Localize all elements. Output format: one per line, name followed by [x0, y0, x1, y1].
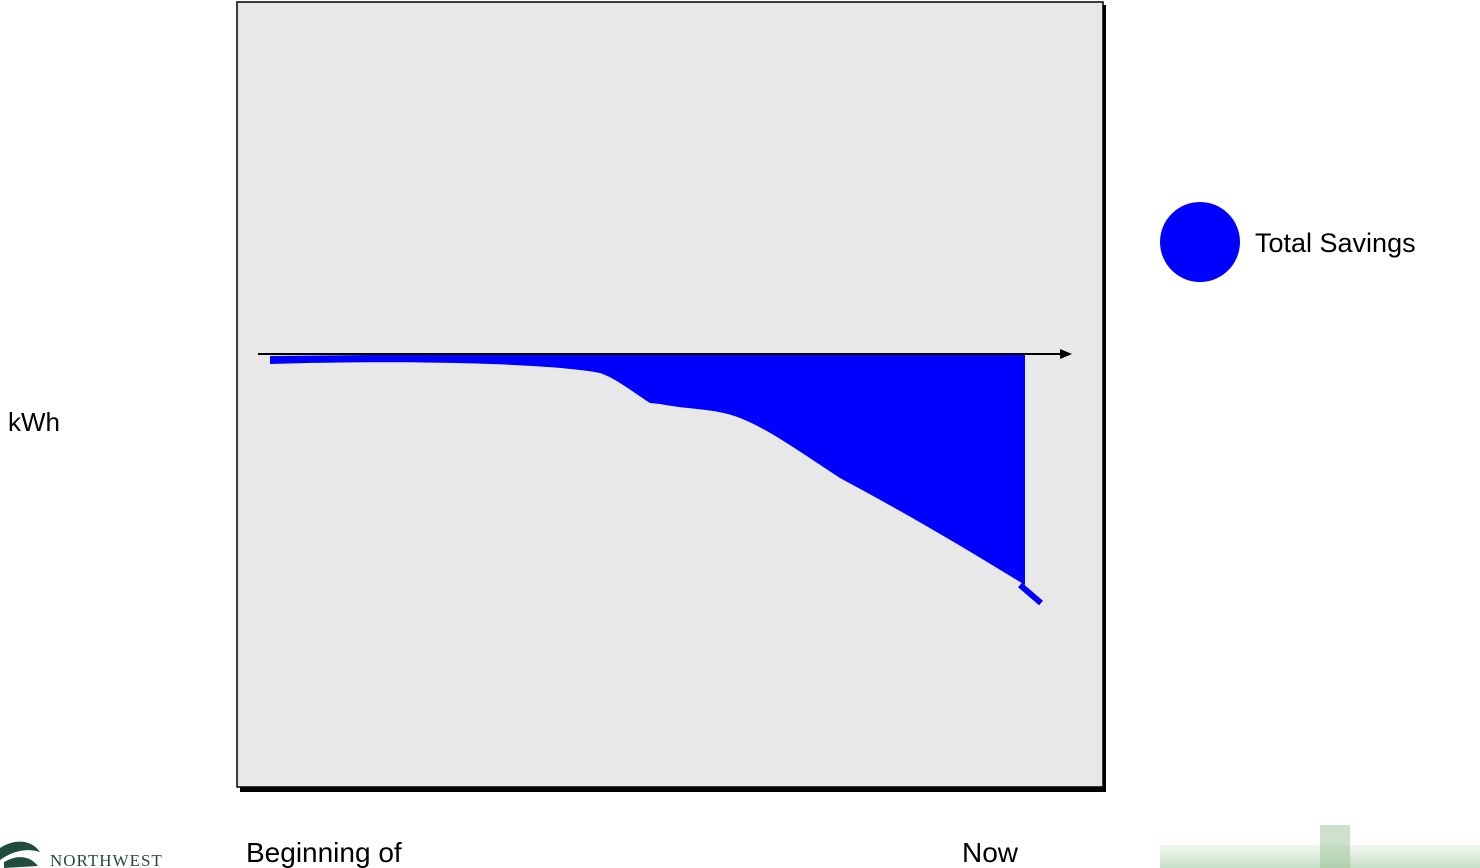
y-axis-label: kWh — [8, 407, 60, 437]
legend-label: Total Savings — [1255, 228, 1416, 258]
savings-area — [270, 353, 1025, 585]
logo-mark-lower — [4, 857, 38, 868]
x-end-label: Now — [962, 837, 1019, 868]
legend-swatch — [1160, 202, 1240, 282]
background-tree — [1320, 825, 1350, 868]
savings-trend-line — [1018, 582, 1043, 606]
logo-text: NORTHWEST — [50, 851, 163, 868]
x-start-label: Beginning of — [246, 837, 402, 868]
logo-mark — [0, 841, 40, 860]
